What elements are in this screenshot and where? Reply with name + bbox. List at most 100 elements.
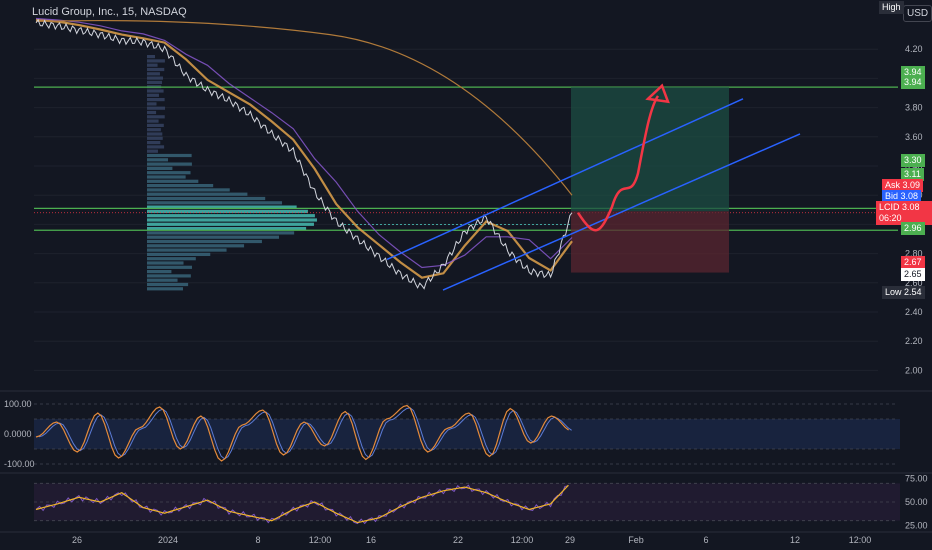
projection-arrow xyxy=(576,83,670,232)
loss-zone xyxy=(571,211,729,273)
high-tag: High xyxy=(879,1,904,14)
volume-bar xyxy=(147,128,161,132)
ema-slow-line xyxy=(35,17,573,269)
price-tick-label: 2.80 xyxy=(905,249,923,259)
price-line xyxy=(35,18,573,290)
volume-bar xyxy=(147,153,192,158)
price-tag: Bid 3.08 xyxy=(882,190,922,203)
volume-bar xyxy=(147,119,159,123)
osc2-rsi-line xyxy=(35,484,569,525)
volume-bar xyxy=(147,287,183,291)
projection-path xyxy=(576,95,660,232)
price-series xyxy=(35,18,573,290)
volume-bar xyxy=(147,184,214,188)
volume-bar xyxy=(147,222,314,226)
price-tick-label: 2.40 xyxy=(905,307,923,317)
osc1-band xyxy=(34,419,900,449)
volume-bar xyxy=(147,252,211,256)
osc1-tick-label: 100.00 xyxy=(4,399,32,409)
volume-bar xyxy=(147,188,230,192)
price-tag: 3.30 xyxy=(901,154,925,167)
oscillator-panel-1: 100.00 0.0000 -100.00 xyxy=(0,390,932,469)
volume-bar xyxy=(147,179,199,183)
price-tag: 3.94 xyxy=(901,76,925,89)
osc2-tick-label: 50.00 xyxy=(905,497,928,507)
volume-bar xyxy=(147,282,189,287)
volume-bar xyxy=(147,123,164,127)
ema-fast-line xyxy=(35,18,573,279)
volume-bar xyxy=(147,80,162,84)
volume-bar xyxy=(147,115,165,119)
volume-bar xyxy=(147,132,163,136)
volume-bar xyxy=(147,196,266,201)
price-tick-label: 3.80 xyxy=(905,103,923,113)
time-axis[interactable]: 26 2024 8 12:00 16 22 12:00 29 Feb 6 12 12:00 xyxy=(72,535,871,545)
volume-bar xyxy=(147,59,165,63)
volume-bar xyxy=(147,149,158,153)
time-tick-label: 16 xyxy=(366,535,376,545)
time-tick-label: 12 xyxy=(790,535,800,545)
volume-bar xyxy=(147,158,169,162)
volume-bar xyxy=(147,166,173,170)
volume-bar xyxy=(147,265,192,269)
volume-bar xyxy=(147,72,160,76)
osc2-ma-line xyxy=(35,484,569,524)
profit-zone xyxy=(571,87,729,212)
grid-lines xyxy=(34,48,878,371)
price-tag: 3.11 xyxy=(901,168,924,181)
volume-bar xyxy=(147,192,248,196)
volume-bar xyxy=(147,244,245,248)
price-tag: LCID 3.08 06:20 xyxy=(876,201,932,225)
price-tick-label: 2.60 xyxy=(905,278,923,288)
volume-bar xyxy=(147,171,191,175)
volume-bar xyxy=(147,209,308,213)
time-tick-label: 22 xyxy=(453,535,463,545)
osc2-tick-label: 25.00 xyxy=(905,520,928,530)
volume-bar xyxy=(147,201,283,205)
volume-profile xyxy=(147,55,317,291)
symbol-title: Lucid Group, Inc., 15, NASDAQ xyxy=(32,6,187,18)
volume-bar xyxy=(147,136,163,140)
time-tick-label: 8 xyxy=(255,535,260,545)
price-tick-label: 4.20 xyxy=(905,44,923,54)
volume-bar xyxy=(147,102,157,106)
volume-bar xyxy=(147,145,165,149)
price-tag: Low 2.54 xyxy=(882,286,925,299)
time-tick-label: 6 xyxy=(703,535,708,545)
volume-bar xyxy=(147,214,315,218)
volume-bar xyxy=(147,110,157,115)
volume-bar xyxy=(147,205,297,209)
volume-bar xyxy=(147,239,262,244)
price-tick-label: 3.60 xyxy=(905,132,923,142)
volume-bar xyxy=(147,248,227,252)
price-tag: 2.67 xyxy=(901,256,925,269)
volume-bar xyxy=(147,218,317,222)
channel-upper-line xyxy=(386,98,744,261)
time-tick-label: 29 xyxy=(565,535,575,545)
moving-averages xyxy=(35,17,573,279)
price-tag: 3.94 xyxy=(901,66,925,79)
volume-bar xyxy=(147,106,165,110)
volume-bar xyxy=(147,227,307,231)
osc1-tick-label: -100.00 xyxy=(4,459,35,469)
horizontal-levels xyxy=(34,86,898,231)
currency-button[interactable]: USD xyxy=(903,5,932,22)
volume-bar xyxy=(147,175,186,179)
sma-long-line xyxy=(35,19,573,196)
price-tag: Ask 3.09 xyxy=(882,179,924,192)
volume-bar xyxy=(147,67,165,72)
volume-bar xyxy=(147,261,184,265)
volume-bar xyxy=(147,63,158,67)
volume-bar xyxy=(147,98,165,102)
channel-lower-line xyxy=(442,133,801,291)
trend-channel xyxy=(386,98,801,291)
volume-bar xyxy=(147,274,191,278)
time-tick-label: 12:00 xyxy=(511,535,534,545)
volume-bar xyxy=(147,55,155,59)
time-tick-label: 26 xyxy=(72,535,82,545)
osc1-signal-line xyxy=(38,407,572,460)
osc1-tick-label: 0.0000 xyxy=(4,429,32,439)
price-tick-label: 2.00 xyxy=(905,365,923,375)
volume-bar xyxy=(147,89,164,93)
